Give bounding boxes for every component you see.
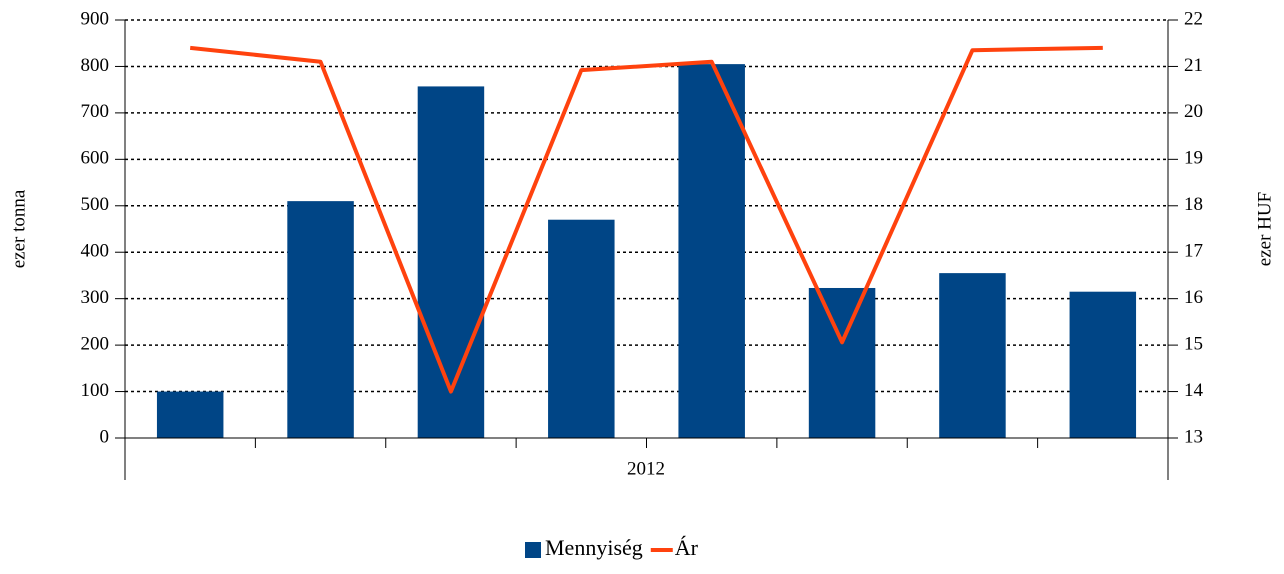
bar bbox=[678, 64, 745, 438]
y-tick-label: 100 bbox=[81, 380, 110, 401]
bar bbox=[939, 273, 1006, 438]
y-tick-label: 600 bbox=[81, 148, 110, 169]
legend-label: Ár bbox=[675, 535, 699, 560]
y2-tick-label: 14 bbox=[1184, 380, 1204, 401]
y2-tick-label: 15 bbox=[1184, 333, 1203, 354]
y-tick-label: 300 bbox=[81, 287, 110, 308]
y-tick-label: 800 bbox=[81, 55, 110, 76]
y-tick-label: 400 bbox=[81, 241, 110, 262]
bar bbox=[548, 219, 615, 438]
bar bbox=[808, 287, 876, 438]
y-tick-label: 700 bbox=[81, 101, 110, 122]
y-tick-label: 0 bbox=[100, 426, 110, 447]
y2-tick-label: 18 bbox=[1184, 194, 1203, 215]
y-axis-label: ezer tonna bbox=[8, 189, 29, 268]
legend-swatch bbox=[525, 542, 541, 558]
bar bbox=[156, 391, 224, 438]
y2-tick-label: 21 bbox=[1184, 55, 1203, 76]
y2-tick-label: 20 bbox=[1184, 101, 1203, 122]
bar bbox=[417, 86, 485, 438]
line-series bbox=[189, 45, 1103, 394]
y2-tick-label: 19 bbox=[1184, 148, 1203, 169]
y-tick-label: 500 bbox=[81, 194, 110, 215]
y2-tick-label: 13 bbox=[1184, 426, 1203, 447]
legend-label: Mennyiség bbox=[545, 535, 643, 560]
y2-axis-label: ezer HUF bbox=[1254, 192, 1275, 266]
x-group-label: 2012 bbox=[627, 458, 665, 479]
y-tick-label: 200 bbox=[81, 333, 110, 354]
y2-tick-label: 22 bbox=[1184, 8, 1203, 29]
bar bbox=[287, 201, 354, 438]
y2-tick-label: 17 bbox=[1184, 241, 1203, 262]
bar bbox=[1069, 291, 1137, 438]
y2-tick-label: 16 bbox=[1184, 287, 1203, 308]
y-tick-label: 900 bbox=[81, 8, 110, 29]
